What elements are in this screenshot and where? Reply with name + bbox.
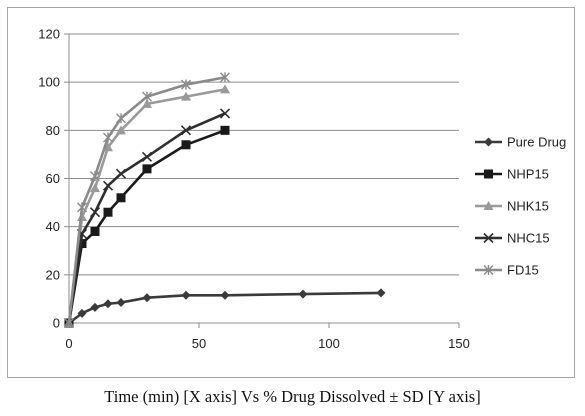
data-point-pure-drug <box>298 289 308 299</box>
x-stroke <box>180 125 192 136</box>
data-point-nhp15 <box>181 140 191 150</box>
data-point-nhc15 <box>89 207 101 218</box>
x-tick-label: 50 <box>192 336 206 351</box>
y-tick-label: 60 <box>46 171 60 186</box>
data-point-nhc15 <box>102 180 114 191</box>
data-point-pure-drug <box>77 308 87 318</box>
data-point-nhc15 <box>219 108 231 119</box>
legend-label: NHC15 <box>507 231 550 246</box>
data-point-nhp15 <box>220 125 230 135</box>
y-tick-labels: 0 20 40 60 80 100 120 <box>38 27 60 331</box>
data-point-nhk15 <box>116 125 126 135</box>
series-line-fd15 <box>67 76 226 324</box>
data-point-pure-drug <box>376 288 386 298</box>
chart-frame: 0 20 40 60 80 100 120 0 50 100 150 Pure Drug NHP15… <box>7 7 575 378</box>
x-stroke <box>102 180 114 191</box>
data-point-nhk15 <box>142 98 152 108</box>
x-tick-label: 150 <box>448 336 470 351</box>
chart-caption: Time (min) [X axis] Vs % Drug Dissolved … <box>104 387 481 406</box>
data-point-nhk15 <box>90 183 100 193</box>
legend-item-nhc15: NHC15 <box>475 231 550 246</box>
legend-marker-pure-drug <box>484 137 493 147</box>
data-point-nhp15 <box>90 226 100 236</box>
y-tick-label: 100 <box>38 75 60 90</box>
x-stroke <box>219 108 231 119</box>
data-point-pure-drug <box>103 299 113 309</box>
data-point-nhk15 <box>181 91 191 101</box>
legend-label: NHP15 <box>507 167 549 182</box>
data-point-nhp15 <box>77 239 87 249</box>
data-point-pure-drug <box>90 302 100 312</box>
data-point-fd15 <box>220 72 230 83</box>
data-point-nhc15 <box>141 151 153 162</box>
series-pure-drug <box>64 288 386 328</box>
legend-item-nhk15: NHK15 <box>475 199 549 214</box>
dissolution-chart: 0 20 40 60 80 100 120 0 50 100 150 Pure Drug NHP15… <box>38 27 566 352</box>
y-tick-label: 40 <box>46 219 60 234</box>
y-tick-label: 0 <box>53 316 60 331</box>
x-stroke <box>115 168 127 179</box>
data-point-pure-drug <box>116 298 126 308</box>
series-line-nhc15 <box>67 112 226 324</box>
x-tick-label: 100 <box>318 336 340 351</box>
legend-label: FD15 <box>507 263 539 278</box>
legend-marker-fd15 <box>483 265 494 275</box>
legend-label: NHK15 <box>507 199 549 214</box>
y-tick-label: 80 <box>46 123 60 138</box>
grid-lines <box>69 33 459 276</box>
data-point-nhc15 <box>180 125 192 136</box>
series-line-nhk15 <box>67 88 226 324</box>
legend: Pure Drug NHP15 NHK15 NHC15 FD15 <box>475 135 566 278</box>
legend-marker-nhc15 <box>483 232 494 244</box>
data-point-nhp15 <box>142 164 152 174</box>
data-point-nhk15 <box>220 84 230 94</box>
x-stroke <box>89 207 101 218</box>
legend-item-fd15: FD15 <box>475 263 539 278</box>
legend-label: Pure Drug <box>507 135 566 150</box>
legend-marker-nhp15 <box>484 169 493 179</box>
series-fd15 <box>64 72 230 328</box>
legend-marker-nhk15 <box>483 201 494 210</box>
data-point-nhp15 <box>116 193 126 203</box>
x-tick-labels: 0 50 100 150 <box>65 336 469 351</box>
x-stroke <box>141 151 153 162</box>
x-tick-label: 0 <box>65 336 72 351</box>
data-point-pure-drug <box>181 290 191 300</box>
data-point-nhc15 <box>115 168 127 179</box>
series-group <box>63 72 386 329</box>
data-point-nhp15 <box>103 207 113 217</box>
data-point-fd15 <box>77 202 87 213</box>
y-tick-label: 120 <box>38 27 60 42</box>
data-point-fd15 <box>90 171 100 182</box>
data-point-fd15 <box>181 79 191 90</box>
series-line-pure-drug <box>68 291 382 325</box>
data-point-fd15 <box>142 91 152 102</box>
legend-item-pure-drug: Pure Drug <box>475 135 566 150</box>
data-point-pure-drug <box>142 293 152 303</box>
data-point-fd15 <box>64 318 74 328</box>
data-point-pure-drug <box>220 290 230 300</box>
axes <box>64 33 460 328</box>
x-stroke <box>483 232 494 244</box>
legend-item-nhp15: NHP15 <box>475 167 549 182</box>
data-point-fd15 <box>116 113 126 124</box>
data-point-fd15 <box>103 132 113 143</box>
y-tick-label: 20 <box>46 267 60 282</box>
